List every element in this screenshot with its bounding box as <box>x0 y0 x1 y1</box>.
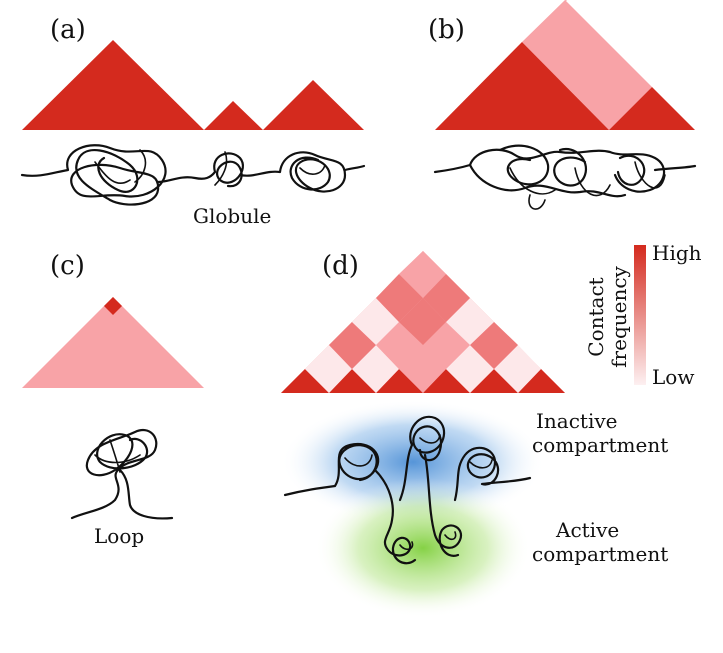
active-label-line1: Active <box>555 518 619 542</box>
merged-globule-chain <box>433 144 697 210</box>
inactive-label-line2: compartment <box>532 433 668 457</box>
tad-triangle-medium <box>263 80 364 130</box>
contact-cell-diag <box>518 369 565 393</box>
panel-c-label: (c) <box>50 251 85 281</box>
contact-cell-lowest <box>305 345 352 393</box>
panel-c: (c) Loop <box>22 251 204 548</box>
panel-b: (b) <box>428 0 697 210</box>
compartment-chain <box>283 415 532 565</box>
active-compartment-glow <box>315 478 531 618</box>
loop-domain-triangle <box>22 297 204 388</box>
contact-cell-low <box>423 322 470 369</box>
contact-cell-mid <box>423 274 470 322</box>
contact-cell-lowest <box>352 345 399 393</box>
colorbar-low-label: Low <box>652 365 694 389</box>
interaction-square-low <box>522 0 652 130</box>
contact-cell-mid <box>470 322 518 369</box>
compartment-contact-map <box>281 251 565 393</box>
colorbar-title-line2: frequency <box>607 265 631 367</box>
globule-chain <box>20 144 366 206</box>
contact-cell-mid <box>399 298 446 345</box>
panel-d: (d) <box>281 251 668 618</box>
loop-caption: Loop <box>94 524 144 548</box>
inactive-label-line1: Inactive <box>536 409 617 433</box>
panel-a-label: (a) <box>50 15 86 45</box>
contact-cell-lowest <box>352 298 399 345</box>
contact-cell-diag <box>281 369 329 393</box>
contact-frequency-legend: High Low Contact frequency <box>584 241 702 389</box>
colorbar-high-label: High <box>652 241 702 265</box>
active-label-line2: compartment <box>532 542 668 566</box>
tad-triangle-small <box>204 101 263 130</box>
colorbar-title-line1: Contact <box>584 277 608 356</box>
globule-caption: Globule <box>193 204 271 228</box>
contact-cell-low <box>399 345 446 393</box>
tad-triangle-right <box>609 87 695 130</box>
contact-cell-diag <box>423 369 470 393</box>
contact-cell-lowest <box>494 345 541 393</box>
contact-cell-mid <box>329 322 376 369</box>
contact-cell-diag <box>470 369 518 393</box>
tad-triangle-left <box>435 42 609 130</box>
contact-cell-lowest <box>446 298 494 345</box>
contact-cell-low <box>376 322 423 369</box>
tad-triangle-large <box>22 40 204 130</box>
panel-d-label: (d) <box>322 251 359 281</box>
panel-a: (a) Globule <box>20 15 366 228</box>
loop-contact-dot <box>104 297 122 315</box>
contact-cell-diag <box>329 369 376 393</box>
colorbar <box>634 245 646 385</box>
top-apex <box>565 0 567 1</box>
contact-cell-mid <box>376 274 423 322</box>
panel-b-label: (b) <box>428 15 465 45</box>
contact-cell-diag <box>376 369 423 393</box>
contact-cell-low <box>399 251 446 298</box>
loop-chain <box>70 429 174 520</box>
